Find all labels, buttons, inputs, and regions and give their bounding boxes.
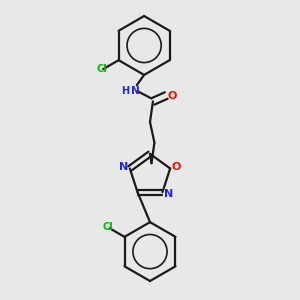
Text: N: N [164,189,174,199]
Text: Cl: Cl [103,222,114,233]
Text: Cl: Cl [97,64,107,74]
Text: O: O [172,162,181,172]
Text: O: O [168,91,177,100]
Text: H: H [122,86,130,96]
Text: N: N [119,162,128,172]
Text: N: N [131,86,140,96]
